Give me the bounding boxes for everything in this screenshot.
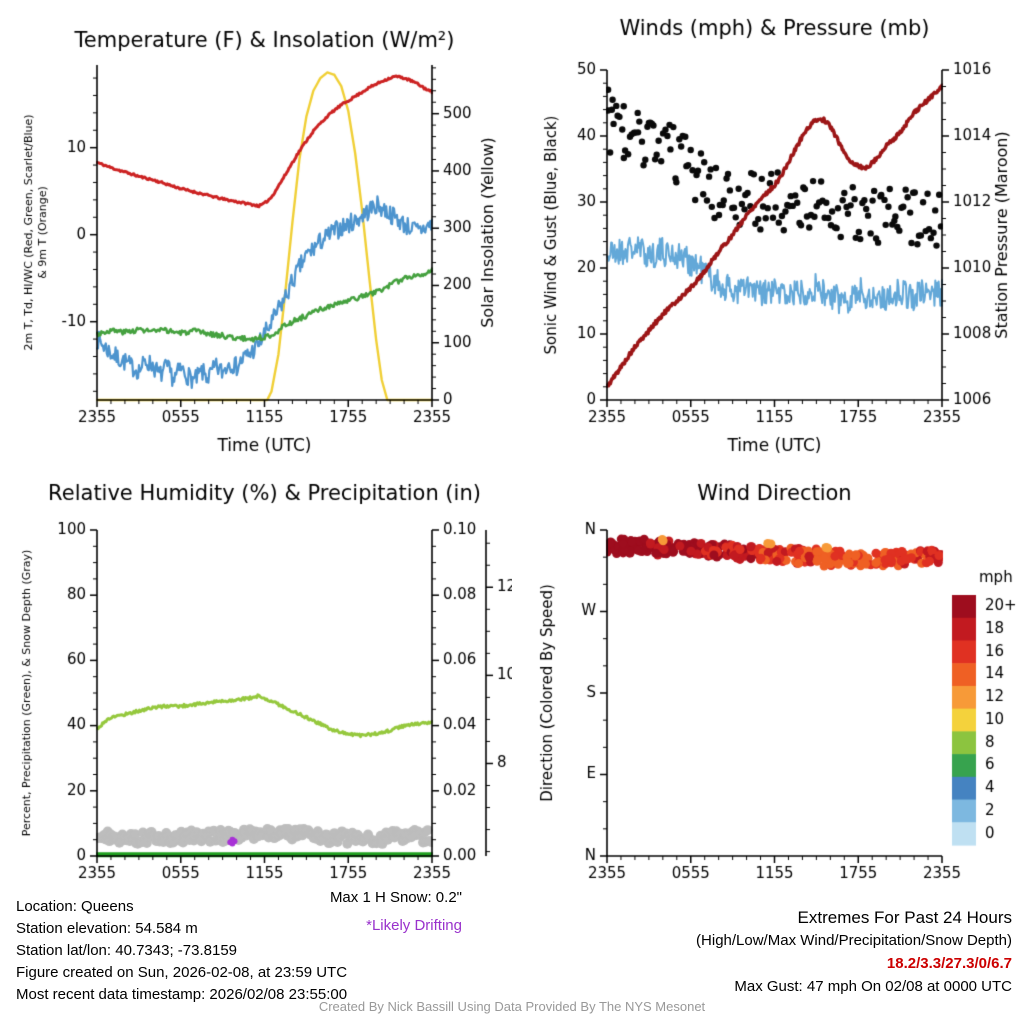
panel-humidity-precipitation bbox=[0, 478, 512, 890]
figure-created-timestamp: Figure created on Sun, 2026-02-08, at 23… bbox=[16, 964, 348, 981]
max-gust-line: Max Gust: 47 mph On 02/08 at 0000 UTC bbox=[734, 978, 1012, 995]
temperature-insolation-chart bbox=[0, 0, 512, 478]
likely-drifting-note: *Likely Drifting bbox=[366, 917, 462, 934]
panel-winds-pressure bbox=[512, 0, 1024, 478]
station-elevation: Station elevation: 54.584 m bbox=[16, 920, 198, 937]
extremes-title: Extremes For Past 24 Hours bbox=[797, 908, 1012, 927]
max-snow-note: Max 1 H Snow: 0.2" bbox=[329, 889, 462, 906]
wind-direction-chart bbox=[512, 478, 1024, 890]
humidity-precipitation-chart bbox=[0, 478, 512, 890]
panel-temperature-insolation bbox=[0, 0, 512, 478]
station-info: Location: Queens Station elevation: 54.5… bbox=[16, 896, 347, 1006]
extremes-block: Extremes For Past 24 Hours (High/Low/Max… bbox=[696, 906, 1012, 998]
credit-line: Created By Nick Bassill Using Data Provi… bbox=[318, 999, 706, 1014]
station-latlon: Station lat/lon: 40.7343; -73.8159 bbox=[16, 942, 238, 959]
most-recent-data-timestamp: Most recent data timestamp: 2026/02/08 2… bbox=[16, 986, 348, 1003]
panel-wind-direction bbox=[512, 478, 1024, 890]
extremes-values: 18.2/3.3/27.3/0/6.7 bbox=[886, 955, 1012, 972]
extremes-subtitle: (High/Low/Max Wind/Precipitation/Snow De… bbox=[696, 932, 1012, 949]
winds-pressure-chart bbox=[512, 0, 1024, 478]
station-location: Location: Queens bbox=[16, 898, 134, 915]
